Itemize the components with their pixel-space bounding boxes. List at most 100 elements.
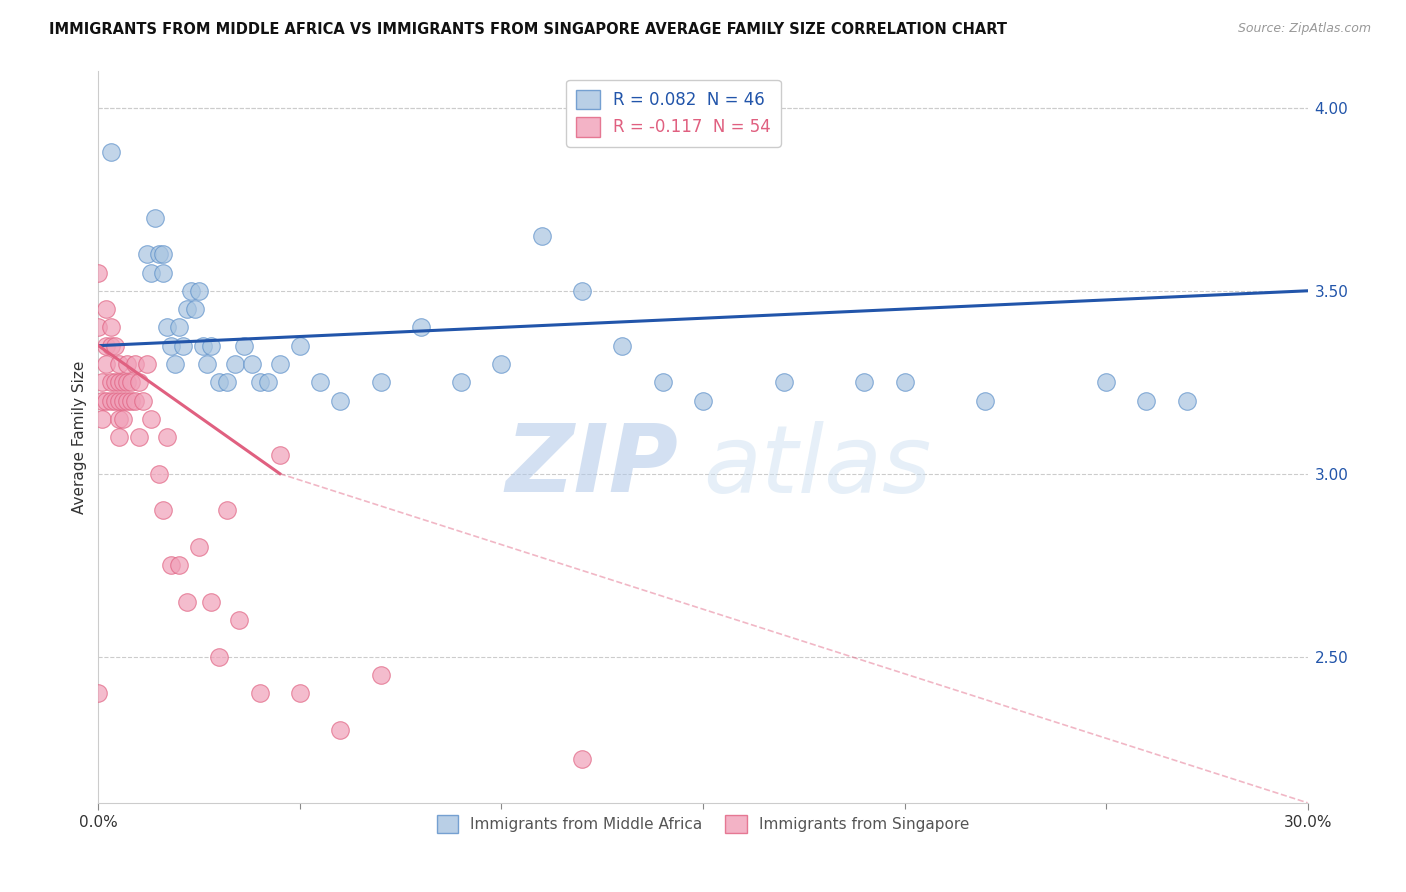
Point bbox=[100, 375, 122, 389]
Point bbox=[329, 393, 352, 408]
Point bbox=[269, 449, 291, 463]
Point bbox=[269, 357, 291, 371]
Point bbox=[160, 339, 183, 353]
Point bbox=[124, 357, 146, 371]
Point bbox=[571, 752, 593, 766]
Point bbox=[176, 301, 198, 317]
Point bbox=[100, 393, 122, 408]
Point bbox=[370, 668, 392, 682]
Point bbox=[188, 284, 211, 298]
Point bbox=[249, 686, 271, 700]
Point bbox=[530, 228, 553, 243]
Point bbox=[224, 357, 246, 371]
Point bbox=[143, 211, 166, 225]
Point bbox=[167, 558, 190, 573]
Point bbox=[152, 266, 174, 280]
Point bbox=[128, 375, 150, 389]
Point bbox=[139, 412, 162, 426]
Point bbox=[107, 357, 129, 371]
Point bbox=[188, 540, 211, 554]
Point bbox=[96, 357, 118, 371]
Point bbox=[148, 247, 170, 261]
Point bbox=[329, 723, 352, 737]
Point bbox=[240, 357, 263, 371]
Point bbox=[370, 375, 392, 389]
Point bbox=[571, 284, 593, 298]
Point bbox=[100, 320, 122, 334]
Point bbox=[1095, 375, 1118, 389]
Point bbox=[208, 375, 231, 389]
Text: atlas: atlas bbox=[703, 421, 931, 512]
Point bbox=[107, 375, 129, 389]
Point bbox=[115, 375, 138, 389]
Point bbox=[409, 320, 432, 334]
Point bbox=[87, 266, 110, 280]
Point bbox=[853, 375, 876, 389]
Point bbox=[156, 430, 179, 444]
Point bbox=[200, 339, 222, 353]
Point bbox=[87, 686, 110, 700]
Point bbox=[152, 503, 174, 517]
Point bbox=[893, 375, 915, 389]
Point bbox=[103, 393, 125, 408]
Point bbox=[1175, 393, 1198, 408]
Point bbox=[228, 613, 250, 627]
Point bbox=[107, 430, 129, 444]
Point bbox=[195, 357, 218, 371]
Point bbox=[111, 412, 134, 426]
Text: Source: ZipAtlas.com: Source: ZipAtlas.com bbox=[1237, 22, 1371, 36]
Point bbox=[103, 339, 125, 353]
Point bbox=[128, 430, 150, 444]
Point bbox=[193, 339, 215, 353]
Point bbox=[91, 393, 114, 408]
Point bbox=[612, 339, 634, 353]
Point bbox=[217, 375, 239, 389]
Point bbox=[288, 339, 311, 353]
Point bbox=[772, 375, 794, 389]
Point bbox=[91, 412, 114, 426]
Point bbox=[651, 375, 673, 389]
Point bbox=[176, 595, 198, 609]
Point bbox=[96, 339, 118, 353]
Point bbox=[103, 375, 125, 389]
Point bbox=[160, 558, 183, 573]
Point bbox=[288, 686, 311, 700]
Point bbox=[450, 375, 472, 389]
Point bbox=[96, 301, 118, 317]
Text: ZIP: ZIP bbox=[506, 420, 679, 512]
Point bbox=[111, 375, 134, 389]
Point bbox=[167, 320, 190, 334]
Point bbox=[180, 284, 202, 298]
Point bbox=[217, 503, 239, 517]
Point bbox=[120, 375, 142, 389]
Point bbox=[172, 339, 194, 353]
Point bbox=[974, 393, 997, 408]
Legend: Immigrants from Middle Africa, Immigrants from Singapore: Immigrants from Middle Africa, Immigrant… bbox=[430, 809, 976, 839]
Point bbox=[249, 375, 271, 389]
Point bbox=[100, 339, 122, 353]
Point bbox=[256, 375, 278, 389]
Point bbox=[184, 301, 207, 317]
Point bbox=[111, 393, 134, 408]
Point bbox=[132, 393, 155, 408]
Point bbox=[152, 247, 174, 261]
Point bbox=[139, 266, 162, 280]
Point bbox=[135, 357, 157, 371]
Point bbox=[124, 393, 146, 408]
Point bbox=[232, 339, 254, 353]
Point bbox=[115, 357, 138, 371]
Point bbox=[309, 375, 332, 389]
Point bbox=[107, 412, 129, 426]
Point bbox=[100, 145, 122, 159]
Point bbox=[115, 393, 138, 408]
Point bbox=[692, 393, 714, 408]
Point bbox=[120, 393, 142, 408]
Point bbox=[163, 357, 186, 371]
Point bbox=[87, 320, 110, 334]
Point bbox=[491, 357, 513, 371]
Point bbox=[1135, 393, 1157, 408]
Text: IMMIGRANTS FROM MIDDLE AFRICA VS IMMIGRANTS FROM SINGAPORE AVERAGE FAMILY SIZE C: IMMIGRANTS FROM MIDDLE AFRICA VS IMMIGRA… bbox=[49, 22, 1007, 37]
Point bbox=[208, 649, 231, 664]
Y-axis label: Average Family Size: Average Family Size bbox=[72, 360, 87, 514]
Point bbox=[148, 467, 170, 481]
